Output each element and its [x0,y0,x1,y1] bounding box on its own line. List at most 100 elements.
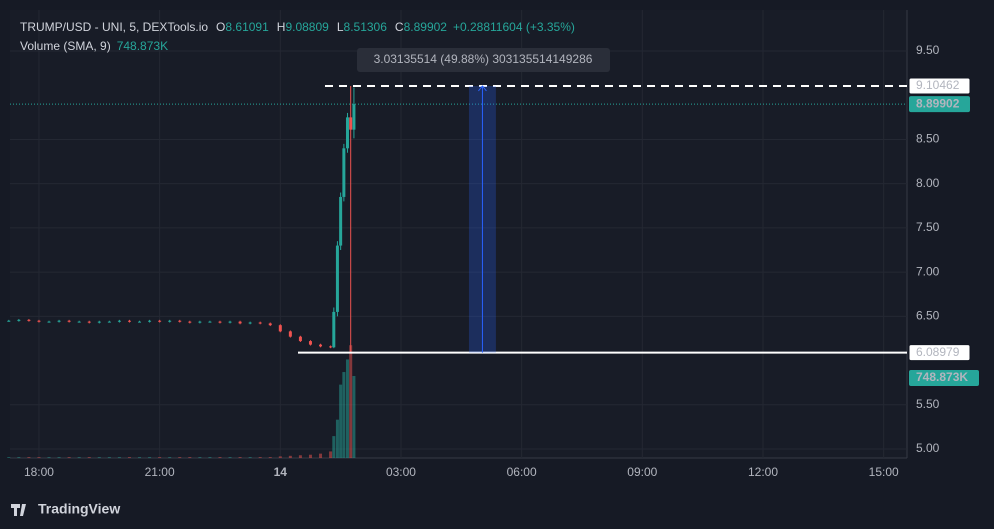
y-tick-label: 8.00 [916,176,940,190]
candle-body [57,320,61,322]
brand-logo [11,504,26,516]
volume-bar [87,457,91,458]
price-box-label: 9.10462 [916,78,960,92]
volume-axis-label: 748.873K [916,370,968,384]
symbol: TRUMP/USD - UNI, 5, DEXTools.io [20,20,208,34]
volume-bar [198,457,202,458]
candle-body [298,336,302,342]
volume-bar [335,419,339,458]
volume-bar [7,457,11,458]
measure-label: 3.03135514 (49.88%) 303135514149286 [374,52,593,66]
candle-body [168,320,172,322]
candle-body [342,148,346,197]
candle-body [198,321,202,323]
price-box [908,344,971,362]
volume-bar [17,457,21,458]
candle-body [27,319,31,321]
candle-body [278,325,282,332]
brand-name: TradingView [38,501,120,517]
volume-bar [127,457,131,458]
volume-bar [258,457,262,458]
candle-body [332,311,336,348]
volume-bar [349,345,353,458]
volume-bar [208,457,212,458]
volume-bar [47,457,51,458]
volume-header: Volume (SMA, 9) 748.873K [20,39,168,53]
volume-bar [218,457,222,458]
candle-body [188,321,192,323]
candle-body [258,322,262,324]
ohlc-label: L [337,20,344,34]
y-tick-label: 6.50 [916,309,940,323]
volume-value: 748.873K [117,39,168,53]
volume-title: Volume (SMA, 9) [20,39,111,53]
candle-body [308,341,312,345]
last-price-label: 8.89902 [916,96,960,110]
brand: TradingView [11,501,120,517]
y-tick-label: 5.00 [916,441,940,455]
measure-tooltip [357,48,610,72]
candle-body [87,321,91,323]
ohlc-value: 9.08809 [285,20,329,34]
ohlc-value: 8.51306 [344,20,388,34]
x-tick-label: 12:00 [748,465,778,479]
volume-bar [27,457,31,458]
candle-body [238,321,242,324]
volume-bar [339,384,343,458]
ohlc-label: O [216,20,225,34]
ohlc-label: C [395,20,404,34]
candle-body [335,245,339,312]
volume-bar [319,453,323,458]
volume-bar [107,457,111,458]
candle-body [345,117,349,149]
y-tick-label: 5.50 [916,397,940,411]
x-tick-label: 03:00 [386,465,416,479]
x-tick-label: 14 [274,465,288,479]
candle-body [17,319,21,321]
y-tick-label: 7.50 [916,220,940,234]
candle-body [319,344,323,347]
candle-body [127,320,131,322]
marks [7,85,356,458]
volume-bar [352,375,356,458]
candle-body [268,323,272,326]
volume-bar [188,457,192,458]
measure-arrow-head [478,85,487,92]
candle-body [339,196,343,246]
candle-body [97,321,101,323]
candle-body [349,117,353,130]
x-tick-label: 18:00 [24,465,54,479]
ohlc-value: 8.89902 [404,20,448,34]
y-tick-label: 8.50 [916,132,940,146]
candle-body [248,322,252,324]
volume-bar [288,455,292,458]
volume-bar [298,455,302,458]
ohlc-value: 8.61091 [225,20,269,34]
candle-body [178,320,182,322]
candle-body [37,320,41,322]
candle-body [67,320,71,322]
volume-bar [345,359,349,458]
volume-bar [97,457,101,458]
y-tick-label: 9.50 [916,43,940,57]
volume-bar [57,457,61,458]
x-tick-label: 09:00 [627,465,657,479]
volume-bar [238,457,242,458]
volume-box [909,369,979,386]
x-tick-label: 21:00 [145,465,175,479]
candle-body [77,321,81,323]
ohlc-label: H [277,20,286,34]
x-tick-label: 15:00 [869,465,899,479]
candle-body [288,331,292,337]
volume-bar [332,436,336,458]
candle-body [7,320,11,322]
price-box [908,77,971,95]
last-price-box [909,96,970,113]
y-tick-label: 7.00 [916,264,940,278]
overlays: 8.89902 748.873K 3.03135514 (49.88%) 30313… [10,48,979,386]
candle-body [107,321,111,323]
price-box-label: 6.08979 [916,345,960,359]
volume-bar [148,457,152,458]
candle-body [208,321,212,323]
volume-bar [138,457,142,458]
